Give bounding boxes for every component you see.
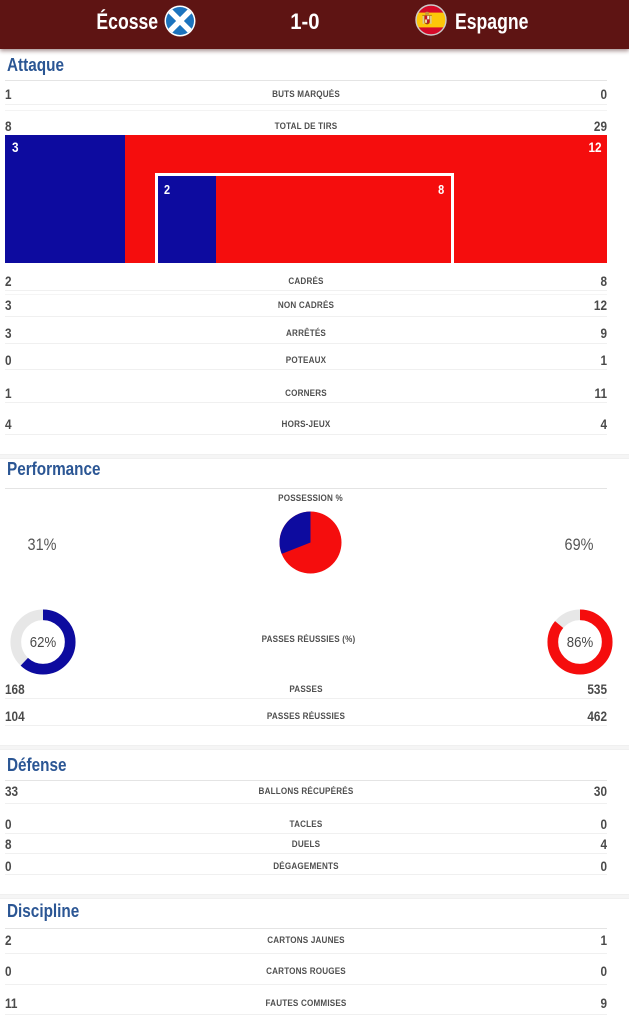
svg-text:62%: 62%: [30, 633, 57, 650]
svg-text:86%: 86%: [567, 633, 594, 650]
